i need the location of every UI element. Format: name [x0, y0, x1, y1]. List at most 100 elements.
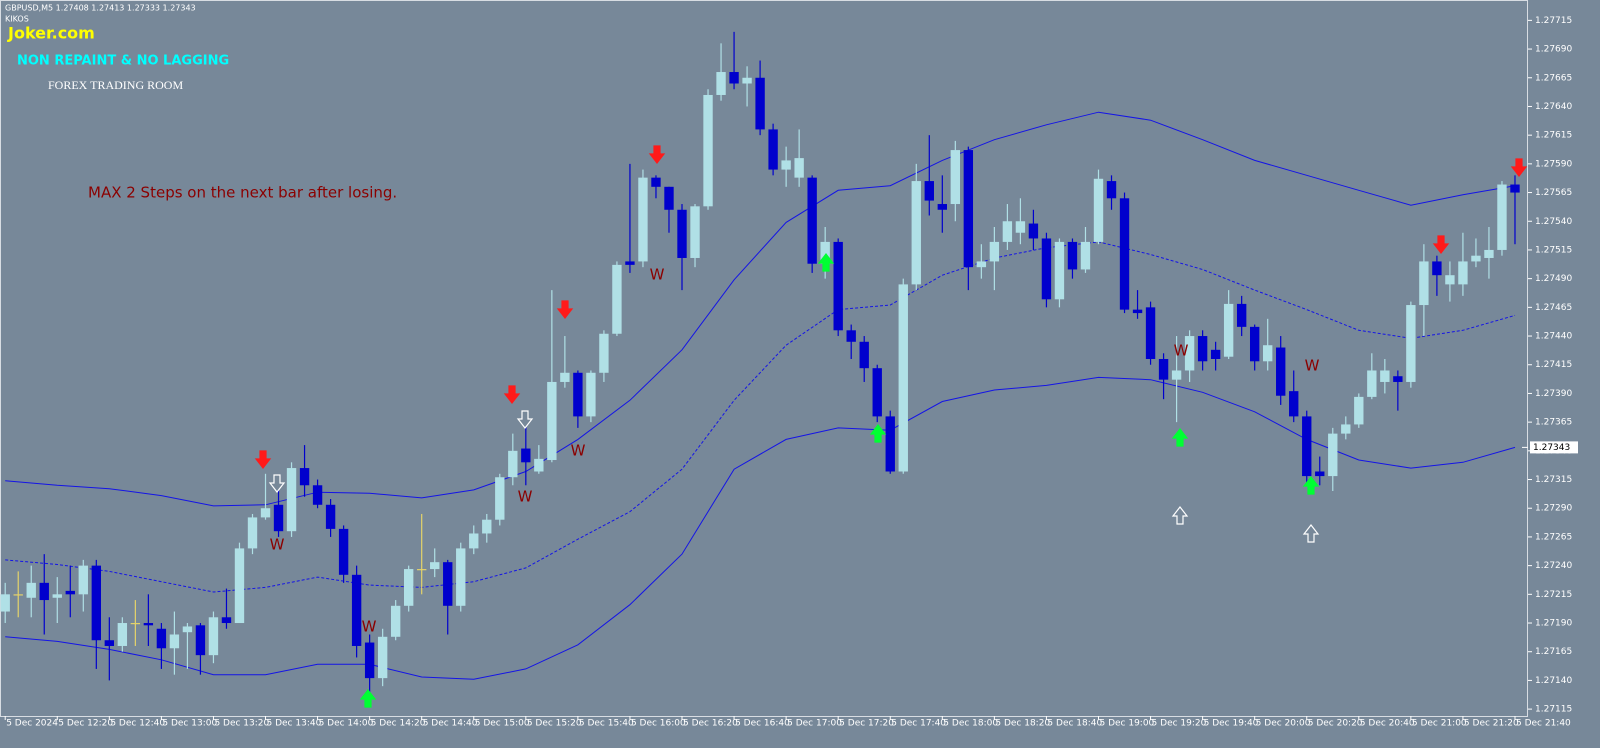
candle-body	[13, 594, 23, 596]
signal-moon	[1164, 417, 1169, 427]
y-tick-label: 1.27540	[1535, 217, 1572, 227]
signal-arrow-down	[1432, 235, 1450, 254]
signal-arrow-down	[503, 385, 521, 404]
y-tick-label: 1.27415	[1535, 360, 1572, 370]
signal-label: W	[1305, 357, 1320, 375]
candle-body	[625, 261, 635, 265]
candle-body	[0, 594, 10, 612]
signal-moon	[1427, 241, 1432, 251]
signals	[247, 145, 1528, 708]
candle-body	[950, 150, 961, 205]
candle-body	[729, 72, 739, 84]
x-tick-label: 5 Dec 19:40	[1204, 719, 1259, 729]
candle-body	[260, 508, 271, 518]
candle-body	[1210, 349, 1221, 359]
candle-body	[534, 458, 544, 472]
candle-body	[482, 519, 492, 534]
x-tick-label: 5 Dec 15:00	[475, 719, 530, 729]
signal-moon	[497, 429, 502, 439]
candle-body	[26, 582, 36, 598]
candle-body	[1315, 471, 1325, 477]
x-tick-label: 5 Dec 12:20	[58, 719, 113, 729]
candle-body	[1406, 305, 1416, 382]
candle-body	[39, 582, 49, 601]
candle-body	[1354, 396, 1364, 425]
y-tick-label: 1.27315	[1535, 475, 1572, 485]
candle-body	[1328, 433, 1338, 477]
x-tick-label: 5 Dec 14:00	[319, 719, 374, 729]
candle-body	[898, 284, 908, 472]
candle-body	[1393, 376, 1403, 382]
signal-arrow-up	[1171, 428, 1189, 447]
candle-body	[937, 204, 947, 210]
x-tick-label: 5 Dec 18:40	[1047, 719, 1102, 729]
candle-body	[859, 341, 869, 369]
y-tick-label: 1.27615	[1535, 131, 1572, 141]
candle-body	[1458, 261, 1468, 285]
signal-arrow-down	[254, 450, 272, 469]
y-tick-label: 1.27490	[1535, 274, 1572, 284]
y-tick-label: 1.27140	[1535, 676, 1572, 686]
y-tick-label: 1.27365	[1535, 418, 1572, 428]
candles	[0, 31, 1520, 692]
candle-body	[247, 517, 258, 549]
candle-body	[443, 562, 453, 606]
x-tick-label: 5 Dec 13:20	[214, 719, 269, 729]
signal-arrow-down	[556, 300, 574, 319]
candle-body	[1223, 303, 1234, 357]
candle-body	[963, 150, 974, 268]
candle-body	[1067, 241, 1078, 270]
candle-body	[1289, 391, 1299, 417]
candle-body	[325, 504, 336, 529]
candle-body	[195, 625, 206, 656]
candle-body	[1145, 307, 1156, 359]
band-lower	[5, 376, 1516, 680]
band-upper	[5, 111, 1516, 507]
candle-body	[182, 626, 193, 633]
candle-body	[1093, 178, 1104, 242]
signal-moon	[812, 284, 817, 294]
candle-body	[91, 565, 101, 641]
candle-body	[286, 468, 297, 532]
candle-body	[612, 264, 622, 334]
candle-body	[885, 416, 895, 472]
signal-label: W	[571, 442, 586, 460]
candle-body	[820, 241, 830, 264]
candle-body	[1028, 223, 1039, 239]
candle-body	[417, 569, 427, 571]
y-tick-label: 1.27715	[1535, 16, 1572, 26]
candle-body	[469, 533, 479, 549]
candle-body	[1184, 336, 1195, 371]
candle-body	[924, 181, 934, 201]
candle-body	[560, 372, 570, 382]
candle-body	[1484, 249, 1494, 258]
candle-body	[299, 468, 310, 486]
y-tick-label: 1.27440	[1535, 332, 1572, 342]
y-tick-label: 1.27390	[1535, 389, 1572, 399]
candle-body	[338, 528, 349, 575]
signal-moon	[547, 258, 552, 268]
y-tick-label: 1.27465	[1535, 303, 1572, 313]
candle-body	[1054, 241, 1065, 300]
candle-body	[1432, 261, 1442, 276]
candle-body	[1158, 359, 1169, 380]
signal-arrow-up	[869, 424, 887, 443]
candle-body	[1080, 241, 1091, 270]
candle-body	[377, 636, 388, 679]
candle-body	[573, 372, 583, 417]
x-tick-label: 5 Dec 14:40	[423, 719, 478, 729]
x-tick-label: 5 Dec 20:00	[1256, 719, 1311, 729]
brand-label: Joker.com	[7, 24, 95, 43]
x-tick-label: 5 Dec 20:40	[1360, 719, 1415, 729]
x-tick-label: 5 Dec 17:20	[839, 719, 894, 729]
candle-body	[130, 623, 141, 625]
candle-body	[169, 634, 180, 649]
candle-body	[677, 209, 687, 258]
x-tick-label: 5 Dec 17:00	[787, 719, 842, 729]
candle-body	[1041, 238, 1052, 300]
y-tick-label: 1.27290	[1535, 504, 1572, 514]
candle-body	[1367, 370, 1377, 397]
plot-frame	[0, 0, 1528, 717]
candle-body	[508, 450, 518, 478]
